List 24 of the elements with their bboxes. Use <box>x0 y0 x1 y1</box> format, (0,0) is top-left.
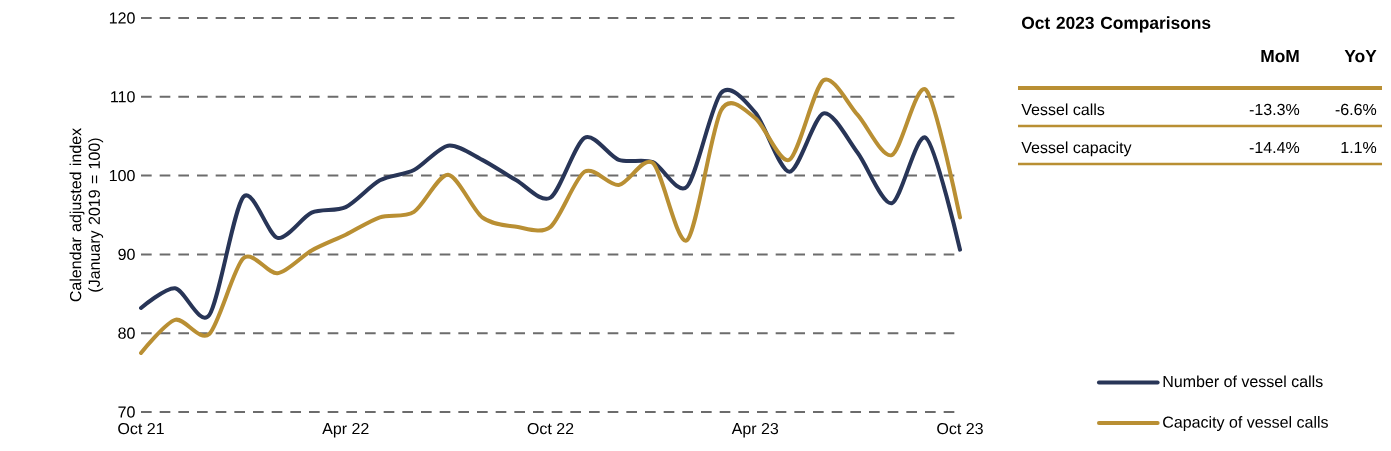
category-label: MoM <box>1261 50 1299 63</box>
x-tick-label: Oct 23 <box>937 422 983 435</box>
text: Vessel capacity <box>1021 141 1132 157</box>
legend-label: Number of vessel calls <box>1163 375 1323 388</box>
data-label: 1.1% <box>1341 141 1377 154</box>
y-tick-label: 110 <box>111 91 135 103</box>
line-series <box>139 77 963 355</box>
data-label: -13.3% <box>1249 103 1300 116</box>
y-tick-label: 90 <box>118 248 135 261</box>
y-axis-title: Calendar adjusted index (January 2019 = 100) <box>69 128 104 302</box>
x-tick-label: Apr 23 <box>731 422 779 438</box>
data-label: -14.4% <box>1249 141 1300 154</box>
text: Oct 2023 Comparisons <box>1021 16 1211 33</box>
y-tick-label: 70 <box>118 406 135 418</box>
category-label: YoY <box>1344 50 1377 63</box>
y-tick-label: 120 <box>109 12 135 24</box>
text: Vessel calls <box>1021 103 1105 116</box>
x-tick-label: Oct 22 <box>527 422 574 435</box>
legend-label: Capacity of vessel calls <box>1163 416 1328 431</box>
x-tick-label: Oct 21 <box>118 422 164 435</box>
data-label: -6.6% <box>1335 103 1377 116</box>
y-tick-label: 100 <box>109 169 135 182</box>
x-tick-label: Apr 22 <box>322 422 369 438</box>
y-tick-label: 80 <box>118 327 135 339</box>
